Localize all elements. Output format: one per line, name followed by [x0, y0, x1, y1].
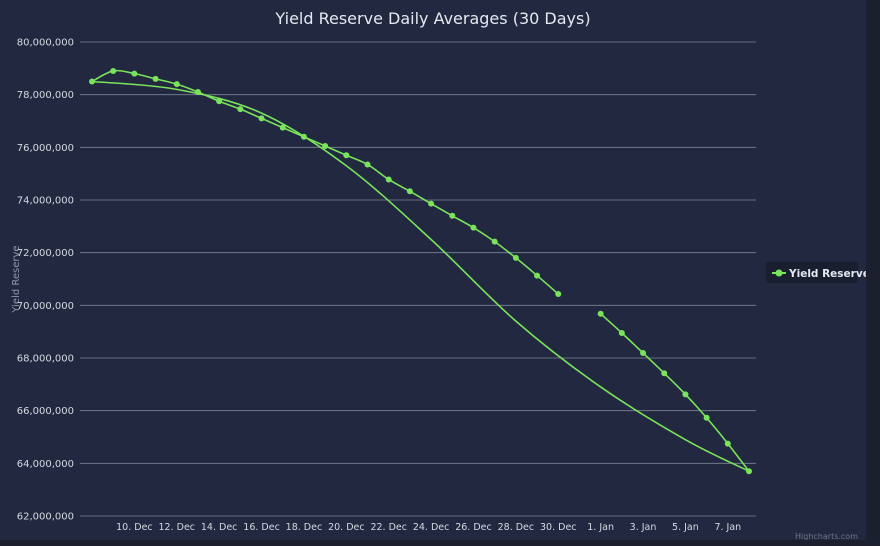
y-tick-label: 74,000,000: [17, 196, 74, 207]
data-point[interactable]: [618, 329, 625, 336]
y-tick-label: 64,000,000: [17, 459, 74, 470]
x-tick-label: 26. Dec: [455, 522, 492, 533]
x-tick-label: 1. Jan: [587, 522, 614, 533]
x-tick-label: 30. Dec: [540, 522, 577, 533]
data-point[interactable]: [258, 115, 265, 122]
x-tick-label: 28. Dec: [498, 522, 535, 533]
y-tick-label: 62,000,000: [17, 512, 74, 523]
trend-line: [91, 80, 750, 472]
data-point[interactable]: [724, 440, 731, 447]
y-tick-label: 80,000,000: [17, 38, 74, 49]
data-point[interactable]: [406, 188, 413, 195]
legend-box: [766, 262, 858, 283]
x-tick-label: 14. Dec: [201, 522, 238, 533]
data-point[interactable]: [216, 98, 223, 105]
y-tick-label: 72,000,000: [17, 248, 74, 259]
chart-title: Yield Reserve Daily Averages (30 Days): [274, 9, 590, 28]
data-point[interactable]: [343, 152, 350, 159]
x-tick-label: 24. Dec: [413, 522, 450, 533]
credits-link[interactable]: Highcharts.com: [795, 532, 858, 540]
y-tick-label: 78,000,000: [17, 90, 74, 101]
x-tick-label: 18. Dec: [286, 522, 323, 533]
x-tick-label: 12. Dec: [159, 522, 196, 533]
chart-container: Yield Reserve Daily Averages (30 Days) Y…: [0, 0, 866, 540]
data-point[interactable]: [682, 391, 689, 398]
data-point[interactable]: [597, 310, 604, 317]
data-point[interactable]: [364, 161, 371, 168]
data-point[interactable]: [534, 272, 541, 279]
data-point[interactable]: [470, 224, 477, 231]
series-layer: [89, 67, 752, 475]
y-axis-ticks: 62,000,000 64,000,000 66,000,000 68,000,000…: [17, 38, 74, 523]
y-tick-label: 70,000,000: [17, 301, 74, 312]
data-point[interactable]: [173, 81, 180, 88]
series-line: [91, 69, 559, 295]
data-point[interactable]: [428, 200, 435, 207]
data-point[interactable]: [110, 67, 117, 74]
x-tick-label: 3. Jan: [630, 522, 657, 533]
data-point[interactable]: [512, 254, 519, 261]
data-point[interactable]: [152, 75, 159, 82]
data-point[interactable]: [237, 106, 244, 113]
x-axis-ticks: 10. Dec 12. Dec 14. Dec 16. Dec 18. Dec 20. D…: [116, 522, 741, 533]
grid-lines: [80, 41, 756, 517]
x-tick-label: 16. Dec: [243, 522, 280, 533]
data-point[interactable]: [279, 124, 286, 131]
line-chart: Yield Reserve Daily Averages (30 Days) Y…: [11, 9, 866, 540]
y-tick-label: 66,000,000: [17, 406, 74, 417]
data-point[interactable]: [703, 414, 710, 421]
series-line: [600, 313, 750, 472]
data-point[interactable]: [491, 238, 498, 245]
legend-item-label: Yield Reserve: [788, 268, 866, 280]
data-point[interactable]: [131, 70, 138, 77]
x-tick-label: 10. Dec: [116, 522, 153, 533]
data-point[interactable]: [385, 176, 392, 183]
legend[interactable]: Yield Reserve: [766, 262, 866, 283]
data-point[interactable]: [555, 291, 562, 298]
y-tick-label: 76,000,000: [17, 143, 74, 154]
y-axis-label: Yield Reserve: [11, 245, 22, 313]
data-point[interactable]: [322, 143, 329, 150]
legend-marker-icon: [775, 269, 783, 277]
x-tick-label: 22. Dec: [370, 522, 407, 533]
data-point[interactable]: [449, 212, 456, 219]
data-point[interactable]: [640, 349, 647, 356]
x-tick-label: 7. Jan: [714, 522, 741, 533]
data-point[interactable]: [661, 370, 668, 377]
x-tick-label: 20. Dec: [328, 522, 365, 533]
x-tick-label: 5. Jan: [672, 522, 699, 533]
y-tick-label: 68,000,000: [17, 354, 74, 365]
